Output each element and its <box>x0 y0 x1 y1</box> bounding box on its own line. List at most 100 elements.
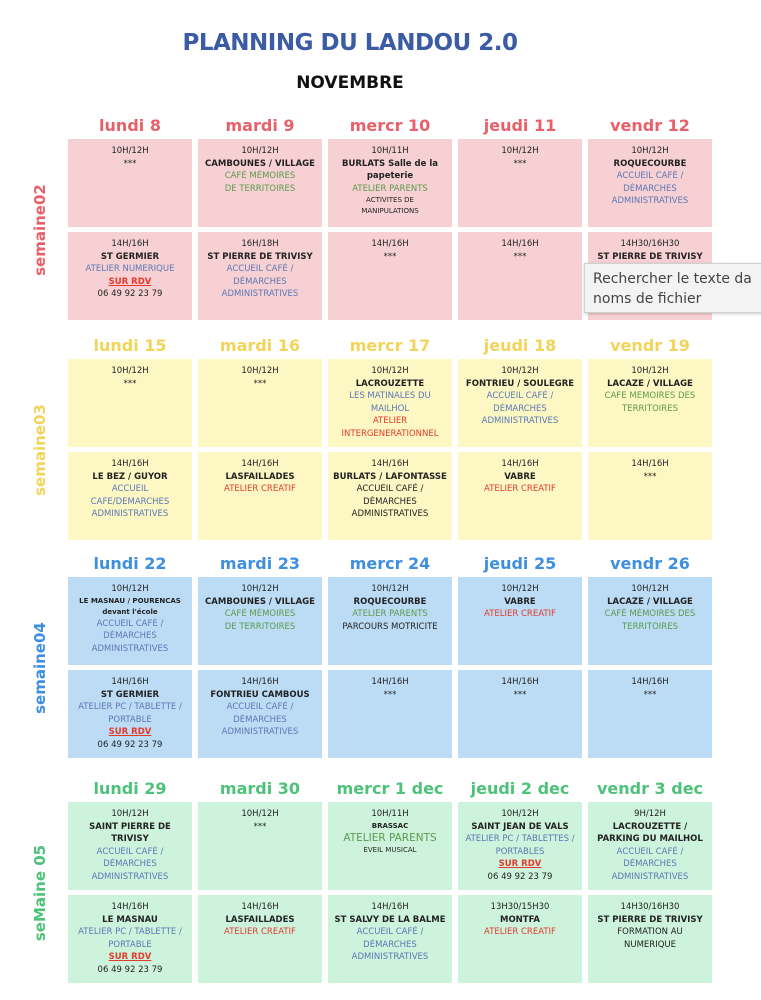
slot-line: 10H/12H <box>501 366 539 376</box>
slot-line: 14H30/16H30 <box>620 902 680 912</box>
slot-line: ACTIVITES DE <box>366 196 414 205</box>
slot-line: 10H/12H <box>501 584 539 594</box>
slot-line: LE MASNAU <box>102 914 158 925</box>
slot-line: CAFE MEMOIRES DES <box>604 391 696 402</box>
week-label: semaine02 <box>31 183 49 276</box>
slot-line: DÉMARCHES <box>103 631 157 642</box>
slot-line: ST GERMIER <box>100 251 160 262</box>
slot-line: SUR RDV <box>108 952 152 963</box>
time-slot: 14H/16H ST SALVY DE LA BALME ACCUEIL CAFÉ … <box>328 895 452 983</box>
slot-line: *** <box>383 251 397 262</box>
slot-line: LACROUZETTE <box>355 378 425 389</box>
slot-line: CAFÉ MÉMOIRES <box>224 171 296 182</box>
slot-line: ACCUEIL CAFÉ / <box>356 484 424 495</box>
time-slot: 14H/16H ST GERMIER ATELIER NUMERIQUE SUR RD… <box>68 232 192 320</box>
slot-line: *** <box>643 689 657 700</box>
slot-line: 14H/16H <box>111 677 149 687</box>
time-slot: 10H/12H ROQUECOURBE ATELIER PARENTS PARCOUR… <box>328 577 452 665</box>
day-header: lundi 15 <box>93 336 167 355</box>
time-slot: 14H/16H ST GERMIER ATELIER PC / TABLETTE /… <box>68 670 192 758</box>
slot-line: FONTRIEU CAMBOUS <box>210 689 310 700</box>
subtitle: NOVEMBRE <box>296 73 404 93</box>
time-slot: 9H/12H LACROUZETTE / PARKING DU MAILHOL ACC… <box>588 802 712 890</box>
slot-line: ACCUEIL CAFÉ / <box>356 927 424 938</box>
slot-line: ST PIERRE DE TRIVISY <box>207 251 313 262</box>
day-header: lundi 29 <box>93 779 167 798</box>
slot-line: DÉMARCHES <box>363 939 417 950</box>
slot-line: 13H30/15H30 <box>490 902 550 912</box>
slot-line: ATELIER PARENTS <box>343 831 437 844</box>
slot-line: ROQUECOURBE <box>353 596 427 607</box>
slot-line: DE TERRITOIRES <box>224 183 296 194</box>
slot-line: SAINT PIERRE DE <box>89 821 171 832</box>
slot-line: PORTABLES <box>495 846 545 857</box>
slot-line: ACCUEIL CAFÉ / <box>486 391 554 402</box>
time-slot: 10H/12H LACAZE / VILLAGE CAFE MEMOIRES DES… <box>588 359 712 447</box>
time-slot: 10H/12H VABRE ATELIER CREATIF <box>458 577 582 665</box>
day-header: lundi 8 <box>99 116 161 135</box>
day-header: mercr 10 <box>349 116 431 135</box>
slot-line: 14H/16H <box>631 677 669 687</box>
day-header: jeudi 11 <box>483 116 557 135</box>
time-slot: 10H/12H LE MASNAU / POURENCAS devant l'éco… <box>68 577 192 665</box>
slot-line: 10H/12H <box>241 146 279 156</box>
slot-line: ATELIER CREATIF <box>484 609 556 620</box>
time-slot: 10H/12H CAMBOUNES / VILLAGE CAFÉ MÉMOIRES D… <box>198 577 322 665</box>
slot-line: 9H/12H <box>634 809 666 819</box>
slot-line: ACCUEIL CAFÉ / <box>226 264 294 275</box>
slot-line: PORTABLE <box>108 939 152 950</box>
title: PLANNING DU LANDOU 2.0 <box>182 30 518 56</box>
slot-line: PORTABLE <box>108 714 152 725</box>
slot-line: ATELIER CREATIF <box>224 484 296 495</box>
slot-line: 14H/16H <box>371 902 409 912</box>
slot-line: CAFÉ MÉMOIRES <box>224 609 296 620</box>
slot-line: ADMINISTRATIVES <box>91 509 169 520</box>
slot-line: BRASSAC <box>371 821 409 830</box>
time-slot: 10H/12H *** <box>198 802 322 890</box>
slot-line: MAILHOL <box>370 403 410 414</box>
day-header: jeudi 18 <box>483 336 557 355</box>
day-header: jeudi 2 dec <box>470 779 570 798</box>
slot-line: VABRE <box>504 471 536 482</box>
slot-line: 10H/12H <box>371 584 409 594</box>
slot-line: ATELIER PARENTS <box>352 183 428 194</box>
slot-line: CAFÉ MÉMOIRES DES <box>604 609 696 620</box>
slot-line: LACROUZETTE / <box>612 821 688 832</box>
slot-line: 14H/16H <box>111 459 149 469</box>
slot-line: 14H/16H <box>241 459 279 469</box>
slot-line: 10H/12H <box>241 809 279 819</box>
slot-line: 10H/12H <box>631 146 669 156</box>
slot-line: 06 49 92 23 79 <box>97 289 163 300</box>
slot-line: ATELIER PC / TABLETTE / <box>78 702 182 713</box>
slot-line: SUR RDV <box>498 859 542 870</box>
slot-line: TRIVISY <box>111 834 149 845</box>
slot-line: 10H/12H <box>241 584 279 594</box>
time-slot: 14H/16H LASFAILLADES ATELIER CREATIF <box>198 452 322 540</box>
tooltip: Rechercher le texte da noms de fichier <box>584 263 761 313</box>
day-header: mardi 9 <box>225 116 295 135</box>
slot-line: *** <box>253 378 267 389</box>
time-slot: 14H/16H *** <box>328 670 452 758</box>
slot-line: *** <box>513 158 527 169</box>
slot-line: ATELIER PARENTS <box>352 609 428 620</box>
day-header: lundi 22 <box>93 554 167 573</box>
slot-line: 16H/18H <box>241 239 279 249</box>
slot-line: LASFAILLADES <box>225 471 295 482</box>
slot-line: ACCUEIL CAFÉ / <box>616 846 684 857</box>
slot-line: CAMBOUNES / VILLAGE <box>205 596 315 607</box>
slot-line: 14H/16H <box>631 459 669 469</box>
slot-line: 14H/16H <box>111 902 149 912</box>
slot-line: ADMINISTRATIVES <box>351 509 429 520</box>
time-slot: 14H/16H VABRE ATELIER CREATIF <box>458 452 582 540</box>
time-slot: 10H/12H SAINT PIERRE DE TRIVISY ACCUEIL CAF… <box>68 802 192 890</box>
slot-line: 10H/11H <box>371 146 409 156</box>
slot-line: 10H/12H <box>371 366 409 376</box>
slot-line: 14H30/16H30 <box>620 239 680 249</box>
slot-line: 10H/12H <box>111 584 149 594</box>
day-header: mardi 16 <box>219 336 301 355</box>
time-slot: 16H/18H ST PIERRE DE TRIVISY ACCUEIL CAFÉ … <box>198 232 322 320</box>
slot-line: 14H/16H <box>111 239 149 249</box>
slot-line: ATELIER NUMERIQUE <box>85 264 175 275</box>
slot-line: 14H/16H <box>371 459 409 469</box>
